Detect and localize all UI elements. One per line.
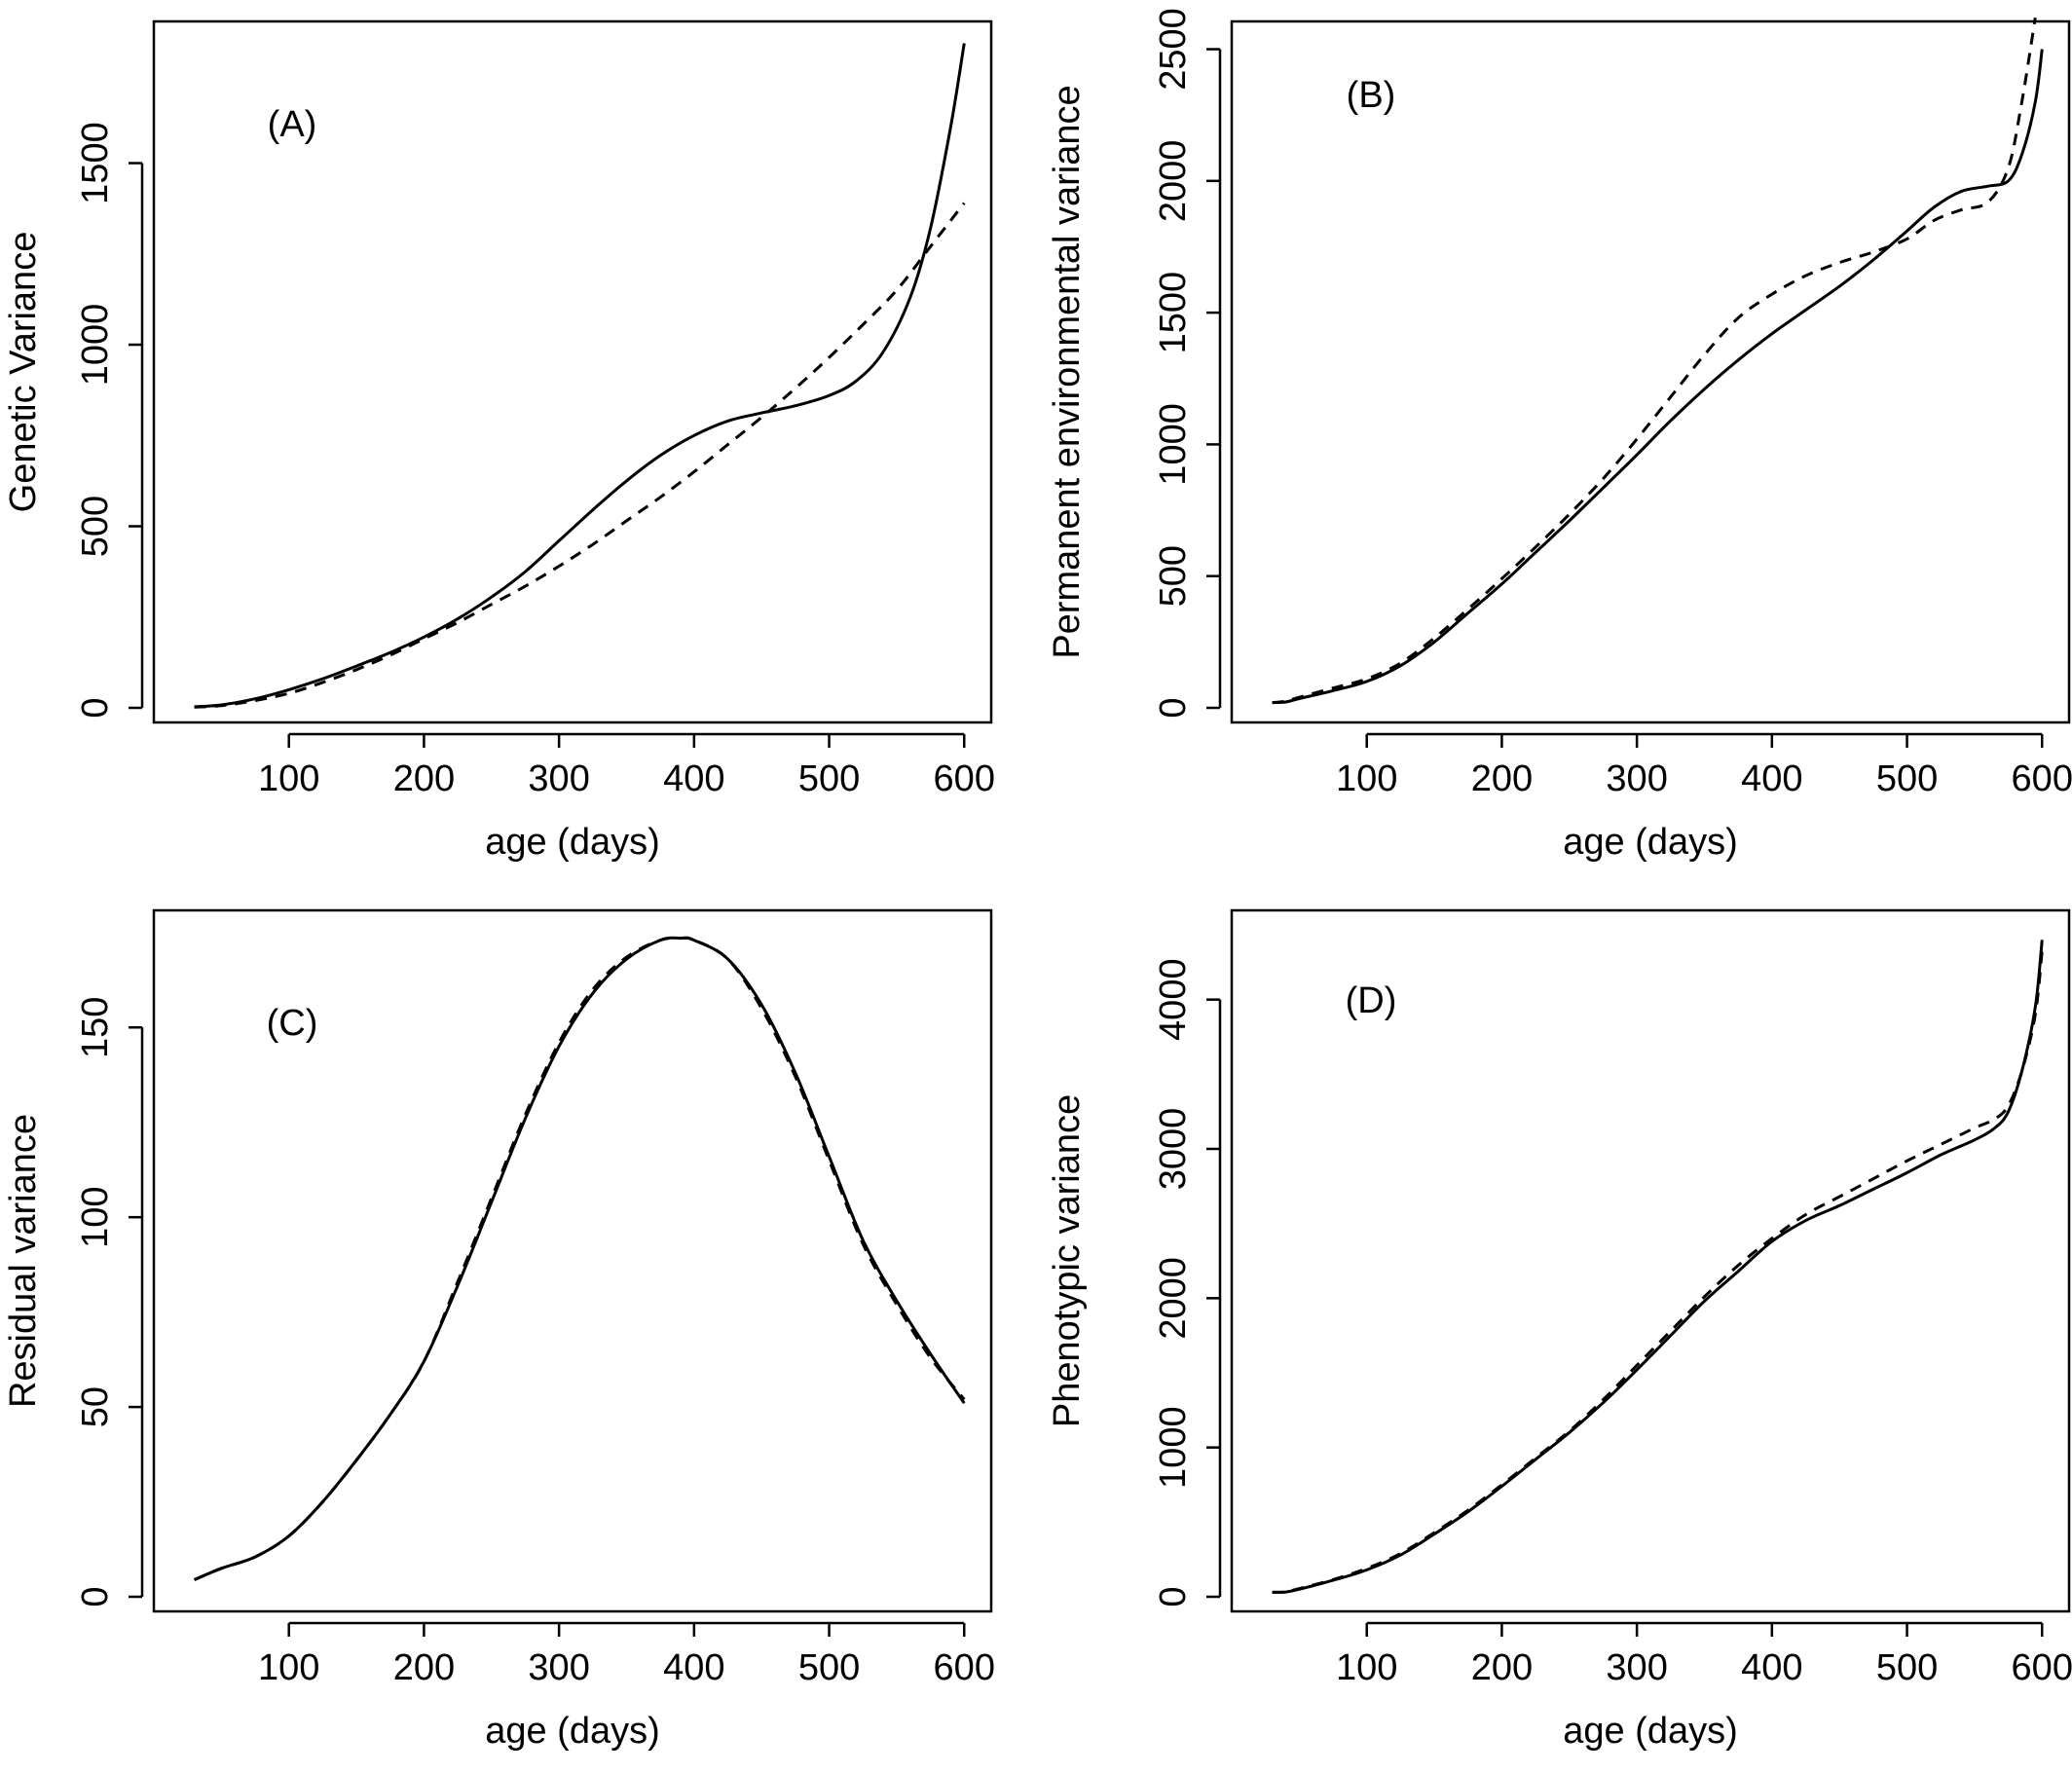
x-tick-label: 400 <box>1741 1647 1802 1688</box>
y-tick-label: 50 <box>75 1386 116 1427</box>
plot-frame <box>1230 908 2071 1613</box>
x-tick-label: 300 <box>528 1647 589 1688</box>
x-tick-label: 400 <box>663 758 724 799</box>
y-tick-label: 500 <box>75 496 116 557</box>
x-tick-label: 200 <box>393 1647 455 1688</box>
y-tick-label: 0 <box>1153 697 1194 718</box>
series-line-dashed <box>1272 17 2037 705</box>
x-tick-label: 600 <box>934 758 995 799</box>
y-tick-label: 1500 <box>1153 272 1194 354</box>
y-axis-label: Genetic Variance <box>3 232 44 513</box>
x-tick-label: 200 <box>393 758 455 799</box>
series-line-solid <box>194 43 966 709</box>
x-axis-label: age (days) <box>1563 1711 1738 1752</box>
plot-frame <box>1230 19 2071 724</box>
series-line-solid <box>1272 940 2044 1594</box>
panel-d: 100 200 300 400 500 600 0 1000 2000 3000 4000 age (… <box>1047 908 2072 1752</box>
y-tick-label: 100 <box>75 1186 116 1247</box>
y-tick-label: 4000 <box>1153 958 1194 1041</box>
y-tick-label: 0 <box>1153 1586 1194 1607</box>
y-tick-label: 150 <box>75 997 116 1058</box>
y-tick-label: 500 <box>1153 545 1194 607</box>
panel-tag: (C) <box>267 1003 318 1044</box>
x-tick-label: 100 <box>258 758 319 799</box>
x-tick-label: 600 <box>934 1647 995 1688</box>
y-tick-label: 2000 <box>1153 140 1194 223</box>
x-tick-label: 400 <box>663 1647 724 1688</box>
x-tick-label: 300 <box>528 758 589 799</box>
panel-a: 100 200 300 400 500 600 0 500 1000 1500 age (days)… <box>3 19 995 863</box>
x-tick-label: 400 <box>1741 758 1802 799</box>
y-tick-label: 1000 <box>1153 1406 1194 1489</box>
series-line-solid <box>1272 49 2044 705</box>
x-tick-label: 500 <box>798 1647 860 1688</box>
y-tick-label: 2000 <box>1153 1257 1194 1340</box>
y-tick-label: 0 <box>75 1586 116 1607</box>
panel-tag: (A) <box>268 104 317 145</box>
x-tick-label: 300 <box>1606 758 1667 799</box>
x-tick-label: 100 <box>1336 1647 1397 1688</box>
y-tick-label: 1000 <box>1153 403 1194 486</box>
x-tick-label: 500 <box>798 758 860 799</box>
x-axis-label: age (days) <box>485 1711 660 1752</box>
series-line-dashed <box>194 936 966 1581</box>
panel-b: 100 200 300 400 500 600 0 500 1000 1500 2000 2500 ag… <box>1047 8 2072 863</box>
panel-tag: (D) <box>1346 980 1397 1021</box>
x-tick-label: 100 <box>1336 758 1397 799</box>
y-axis-label: Permanent environmental variance <box>1047 85 1088 658</box>
y-tick-label: 2500 <box>1153 8 1194 91</box>
y-axis-label: Residual variance <box>3 1114 44 1408</box>
y-tick-label: 3000 <box>1153 1108 1194 1191</box>
x-tick-label: 100 <box>258 1647 319 1688</box>
panel-tag: (B) <box>1347 75 1396 116</box>
x-tick-label: 600 <box>2012 758 2072 799</box>
x-axis-label: age (days) <box>1563 822 1738 863</box>
x-axis-label: age (days) <box>485 822 660 863</box>
x-tick-label: 200 <box>1471 1647 1533 1688</box>
series-line-dashed <box>1272 949 2044 1594</box>
y-tick-label: 1000 <box>75 304 116 387</box>
panel-c: 100 200 300 400 500 600 0 50 100 150 age (days) Res… <box>3 908 995 1752</box>
plot-frame <box>152 908 993 1613</box>
y-tick-label: 0 <box>75 697 116 718</box>
plot-frame <box>152 19 993 724</box>
x-tick-label: 200 <box>1471 758 1533 799</box>
x-tick-label: 500 <box>1876 758 1938 799</box>
y-tick-label: 1500 <box>75 122 116 204</box>
x-tick-label: 300 <box>1606 1647 1667 1688</box>
series-line-dashed <box>194 202 966 709</box>
x-tick-label: 600 <box>2012 1647 2072 1688</box>
x-tick-label: 500 <box>1876 1647 1938 1688</box>
y-axis-label: Phenotypic variance <box>1047 1094 1088 1427</box>
